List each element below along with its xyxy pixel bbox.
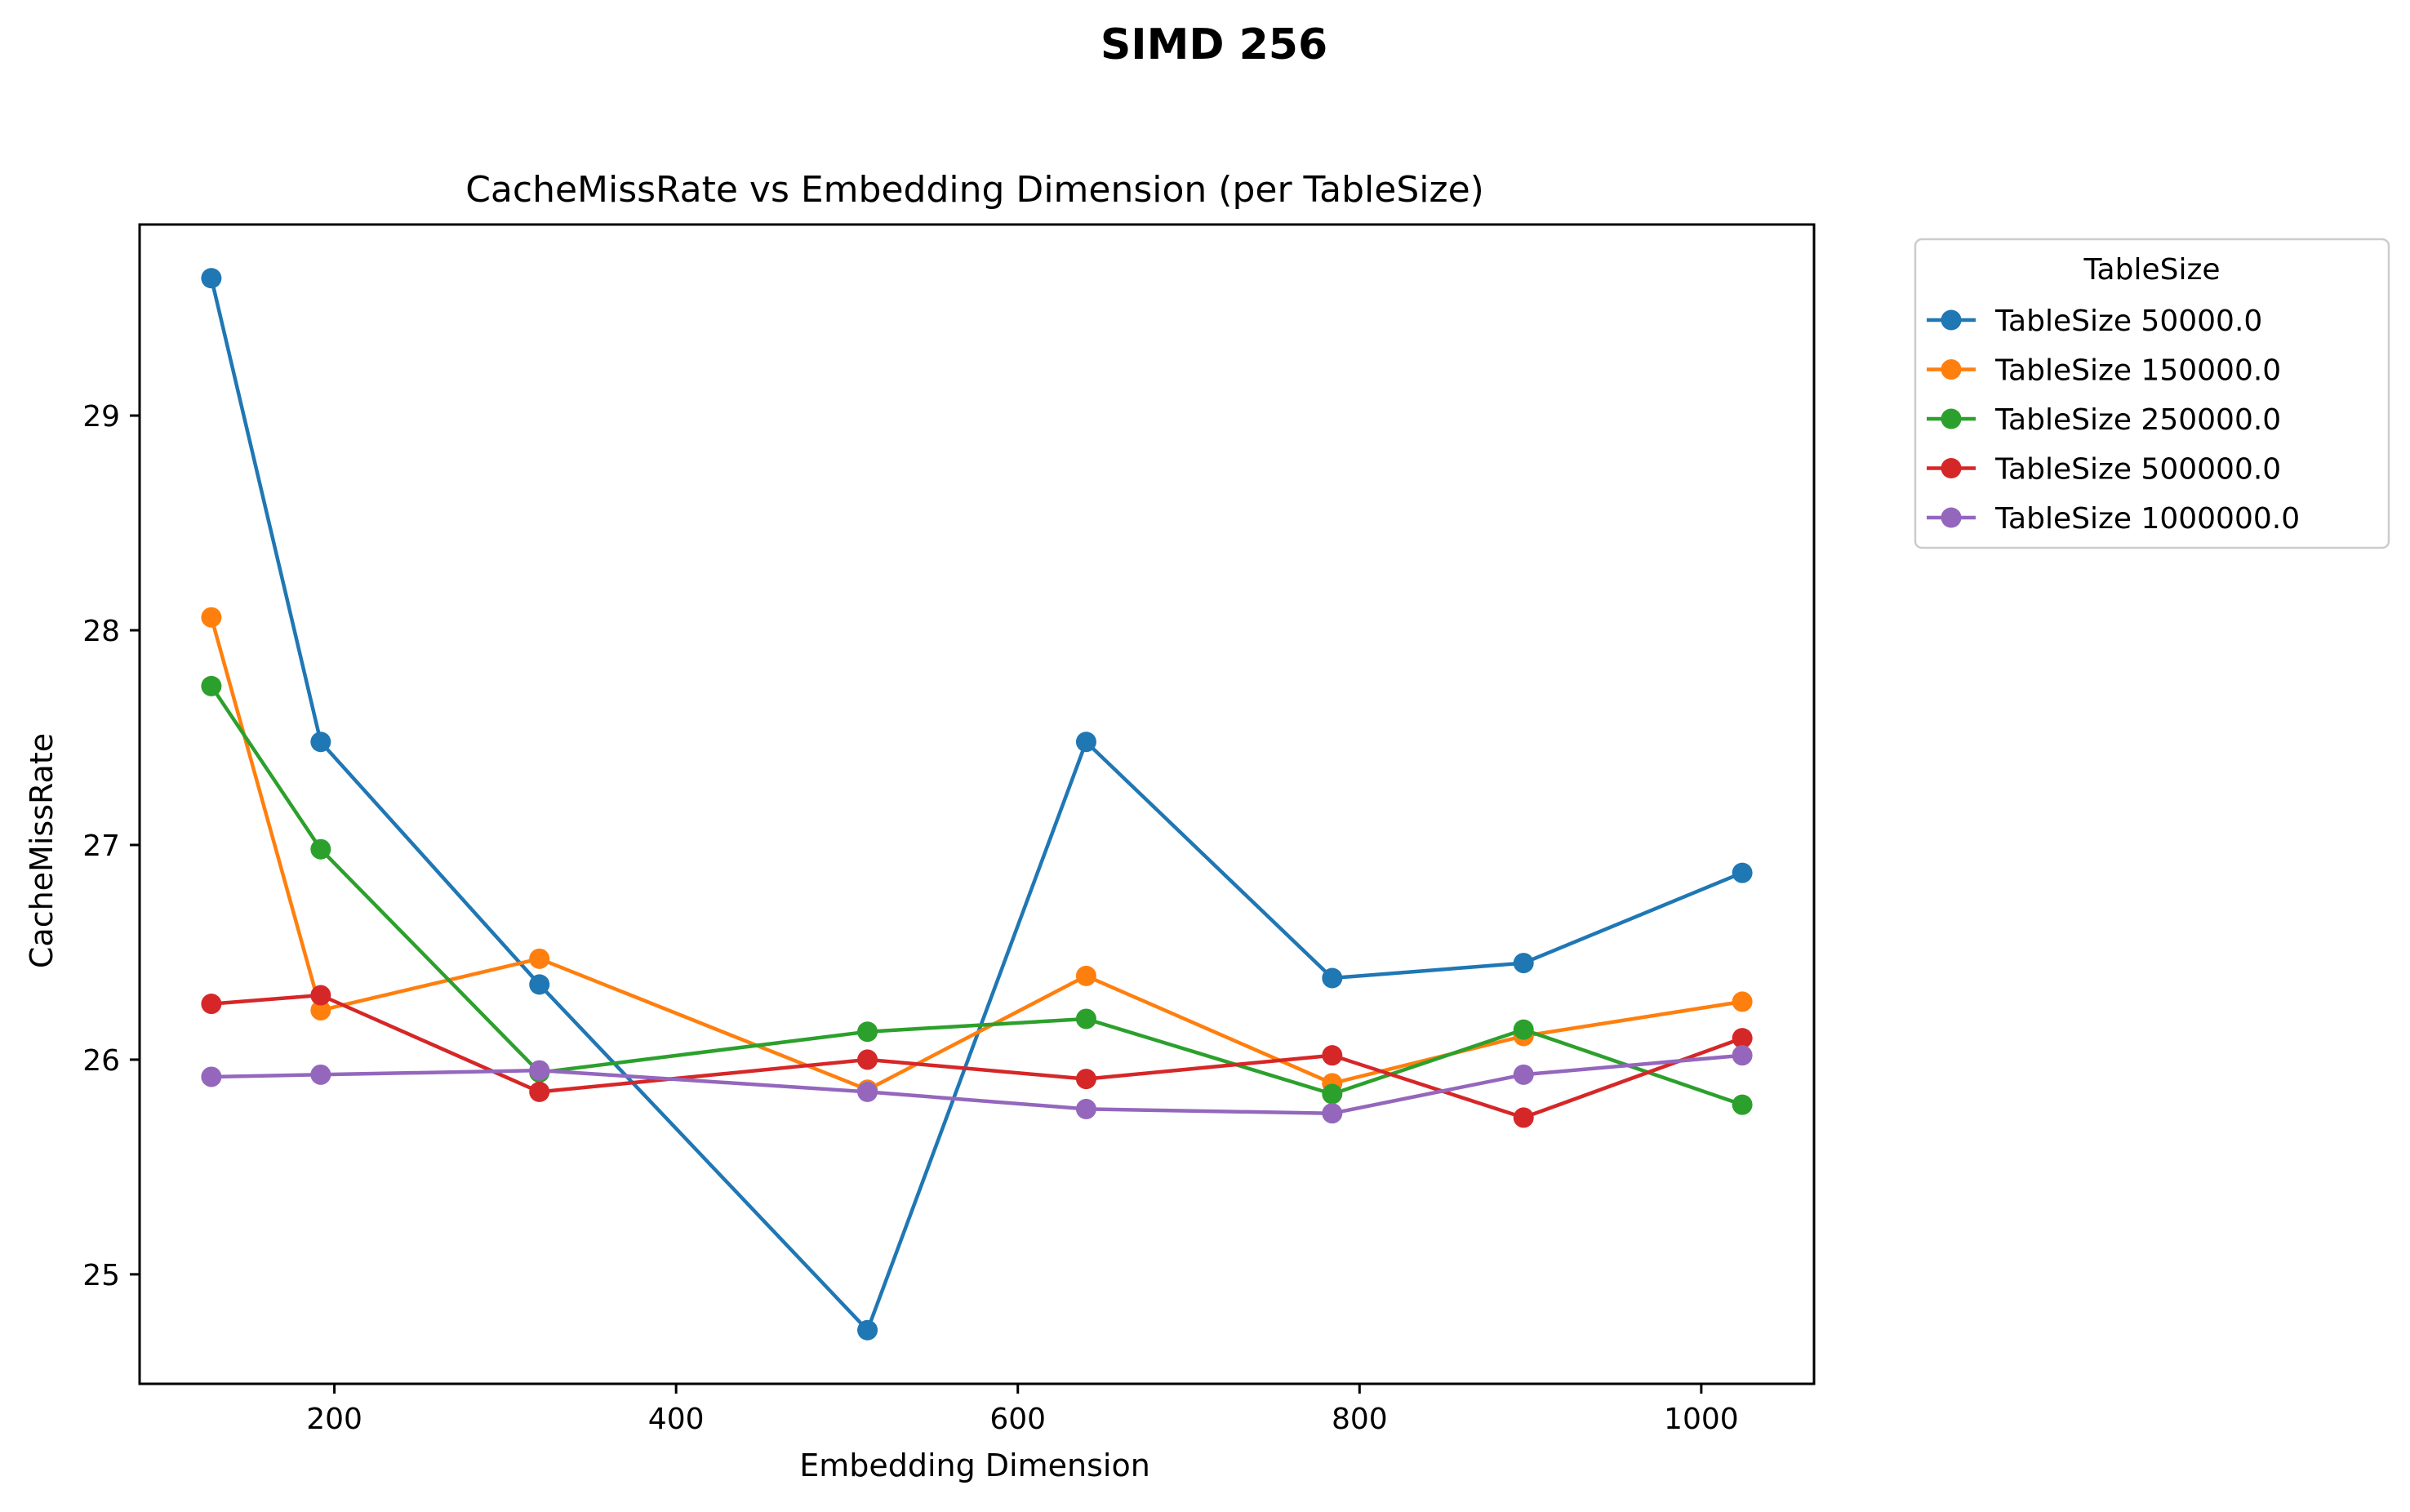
data-point: [1322, 1083, 1343, 1105]
legend-entry: TableSize 1000000.0: [1927, 502, 2300, 536]
data-point: [857, 1021, 878, 1043]
data-point: [201, 1066, 222, 1087]
data-point: [529, 974, 550, 995]
data-point: [1075, 965, 1096, 986]
data-point: [857, 1081, 878, 1102]
figure-suptitle: SIMD 256: [1101, 20, 1327, 69]
y-tick-label: 27: [82, 829, 120, 863]
legend-title: TableSize: [2083, 253, 2221, 287]
y-axis-label: CacheMissRate: [24, 733, 60, 968]
legend-marker: [1941, 408, 1962, 429]
legend-label: TableSize 150000.0: [1994, 354, 2281, 388]
data-point: [201, 607, 222, 628]
legend-box: [1914, 238, 2390, 549]
data-point: [1513, 1064, 1534, 1085]
data-point: [1322, 967, 1343, 989]
legend-label: TableSize 250000.0: [1994, 403, 2281, 437]
x-tick-label: 600: [989, 1403, 1046, 1436]
x-tick-label: 400: [648, 1403, 705, 1436]
data-point: [201, 994, 222, 1015]
chart-title: CacheMissRate vs Embedding Dimension (pe…: [465, 169, 1484, 211]
series-2: [201, 607, 1753, 1101]
x-tick-label: 200: [306, 1403, 362, 1436]
series-line: [211, 1053, 1743, 1115]
plot-area: 200 400 600 800 1000 25 26 27 28 29: [82, 223, 1816, 1436]
y-tick-label: 29: [82, 400, 120, 434]
data-point: [1732, 991, 1753, 1012]
legend-label: TableSize 1000000.0: [1994, 502, 2300, 536]
legend-marker: [1941, 309, 1962, 331]
series-1: [201, 268, 1753, 1341]
data-point: [310, 732, 331, 753]
x-axis-label: Embedding Dimension: [799, 1448, 1150, 1483]
series-4: [201, 985, 1753, 1128]
data-point: [1732, 1045, 1753, 1066]
data-point: [1322, 1045, 1343, 1066]
series-line: [210, 685, 1743, 1107]
legend-entry: TableSize 50000.0: [1927, 305, 2262, 338]
legend-entry: TableSize 500000.0: [1927, 453, 2281, 487]
series-line: [209, 616, 1743, 1092]
legend-label: TableSize 50000.0: [1994, 305, 2262, 338]
data-point: [1732, 862, 1753, 883]
legend-marker: [1941, 359, 1962, 380]
data-point: [529, 948, 550, 969]
legend-entry: TableSize 150000.0: [1927, 354, 2281, 388]
data-point: [310, 985, 331, 1006]
data-point: [1075, 1008, 1096, 1029]
data-point: [310, 999, 331, 1021]
data-point: [1075, 732, 1096, 753]
x-tick-label: 800: [1332, 1403, 1388, 1436]
data-point: [201, 268, 222, 289]
legend-marker: [1941, 458, 1962, 478]
legend-label: TableSize 500000.0: [1994, 453, 2281, 487]
y-tick-label: 26: [82, 1044, 120, 1078]
data-point: [1513, 1019, 1534, 1040]
data-point: [1732, 1094, 1753, 1115]
data-point: [310, 838, 331, 860]
data-point: [529, 1081, 550, 1102]
data-point: [529, 1060, 550, 1081]
axes-frame: [138, 223, 1816, 1385]
data-point: [1732, 1028, 1753, 1049]
series-5: [201, 1045, 1753, 1124]
data-point: [1075, 1069, 1096, 1090]
data-point: [1075, 1098, 1096, 1119]
series-line: [209, 278, 1743, 1332]
data-point: [1513, 1107, 1534, 1128]
x-tick-label: 1000: [1664, 1403, 1739, 1436]
data-point: [201, 675, 222, 696]
data-point: [310, 1064, 331, 1085]
legend: TableSize TableSize 50000.0 TableSize 1500…: [1914, 238, 2390, 549]
y-tick-label: 28: [82, 615, 120, 648]
legend-entry: TableSize 250000.0: [1927, 403, 2281, 437]
data-point: [1513, 953, 1534, 974]
y-tick-label: 25: [82, 1259, 120, 1292]
data-point: [1322, 1103, 1343, 1124]
data-point: [857, 1319, 878, 1341]
data-point: [857, 1049, 878, 1070]
series-line: [211, 993, 1743, 1120]
legend-marker: [1941, 507, 1962, 528]
